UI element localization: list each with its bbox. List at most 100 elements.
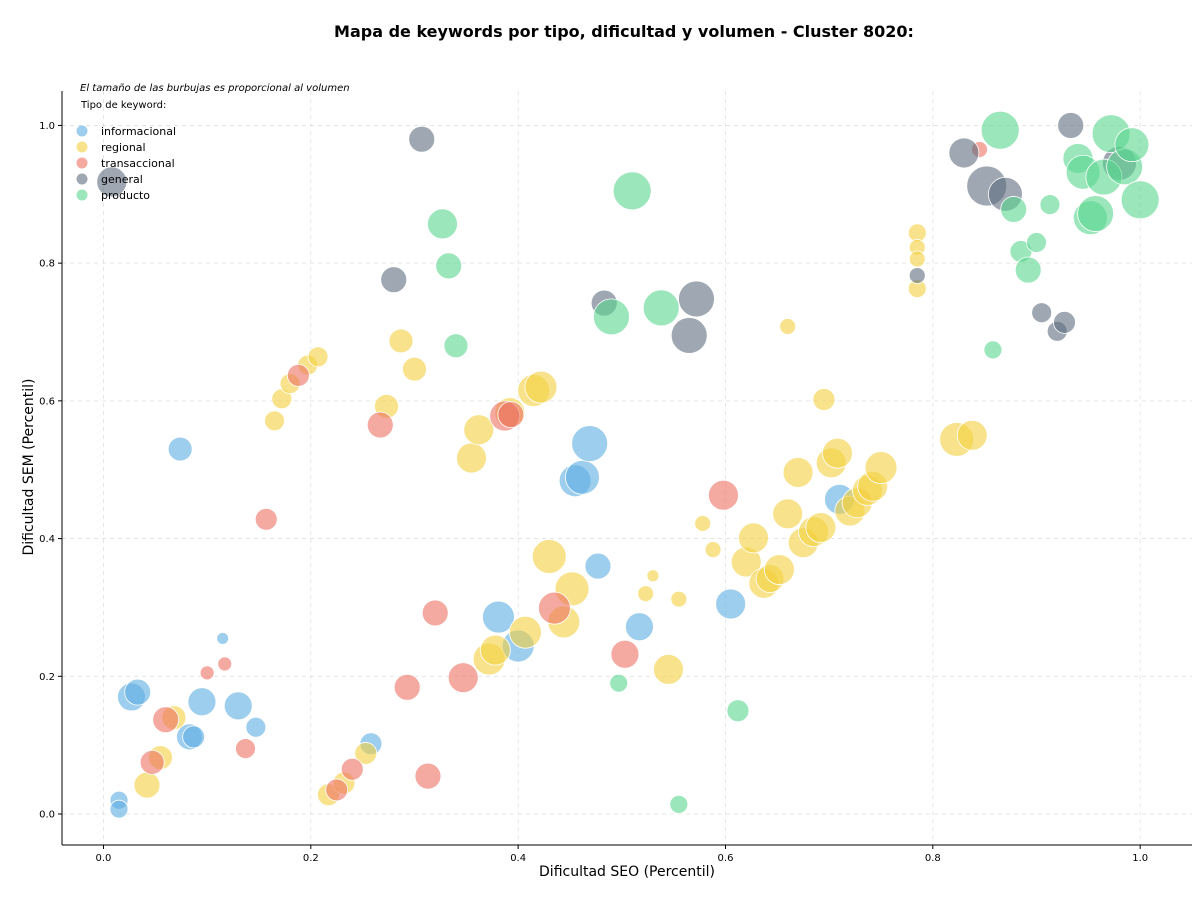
legend-label: producto	[101, 189, 150, 202]
data-point	[1026, 232, 1047, 253]
data-point	[307, 346, 329, 368]
data-point	[393, 673, 421, 701]
data-point	[187, 687, 217, 717]
data-point	[223, 691, 253, 721]
data-point	[642, 289, 680, 327]
x-tick-label: 0.2	[303, 853, 319, 864]
data-point	[715, 588, 747, 620]
data-point	[782, 457, 814, 488]
data-point	[524, 370, 558, 404]
data-point	[531, 539, 567, 574]
legend-marker	[76, 173, 88, 185]
data-point	[1031, 302, 1053, 324]
data-point	[625, 612, 654, 642]
data-point	[708, 479, 739, 511]
data-point	[435, 252, 463, 280]
data-point	[612, 171, 652, 211]
data-point	[139, 749, 165, 775]
size-note: El tamaño de las burbujas es proporciona…	[80, 83, 350, 94]
data-point	[463, 414, 495, 446]
y-tick-label: 0.2	[39, 672, 55, 683]
data-point	[109, 799, 129, 819]
data-point	[609, 673, 629, 693]
data-point	[482, 600, 515, 634]
data-point	[199, 665, 215, 681]
data-point	[1077, 195, 1114, 232]
data-point	[1053, 310, 1076, 334]
data-point	[1120, 180, 1160, 220]
data-point	[380, 266, 408, 294]
data-point	[408, 125, 436, 153]
data-point	[443, 333, 469, 359]
data-point	[124, 678, 152, 706]
data-point	[366, 411, 394, 439]
data-point	[1000, 196, 1028, 223]
data-point	[980, 110, 1020, 150]
data-point	[805, 512, 837, 543]
data-point	[497, 401, 525, 429]
legend: Tipo de keyword: informacional regional tr…	[76, 100, 176, 202]
data-point	[1039, 194, 1061, 216]
legend-label: regional	[101, 141, 146, 154]
series-producto	[427, 110, 1160, 814]
data-point	[565, 459, 600, 495]
data-point	[571, 425, 609, 462]
data-point	[216, 632, 230, 645]
data-point	[325, 778, 349, 802]
data-points	[96, 110, 1160, 819]
x-tick-label: 0.8	[925, 853, 941, 864]
data-point	[1014, 256, 1042, 284]
data-point	[538, 591, 571, 625]
data-point	[479, 634, 511, 666]
data-point	[264, 410, 285, 432]
data-point	[646, 569, 660, 583]
legend-marker	[76, 125, 88, 137]
data-point	[738, 522, 769, 554]
data-point	[694, 515, 712, 532]
chart-title: Mapa de keywords por tipo, dificultad y …	[334, 22, 914, 41]
data-point	[822, 437, 853, 469]
grid	[62, 91, 1192, 845]
data-point	[637, 585, 655, 603]
y-tick-label: 0.8	[39, 259, 55, 270]
data-point	[414, 762, 442, 790]
x-tick-label: 0.0	[96, 853, 112, 864]
data-point	[678, 280, 715, 318]
data-point	[245, 716, 267, 738]
data-point	[908, 267, 926, 284]
data-point	[286, 363, 310, 387]
data-point	[354, 742, 378, 765]
data-point	[779, 318, 797, 335]
x-axis-label: Dificultad SEO (Percentil)	[539, 864, 715, 880]
legend-label: transaccional	[101, 157, 175, 170]
data-point	[182, 725, 206, 749]
data-point	[983, 340, 1003, 360]
data-point	[96, 166, 128, 198]
y-axis-label: Dificultad SEM (Percentil)	[21, 379, 37, 556]
x-tick-label: 0.6	[718, 853, 734, 864]
legend-marker	[76, 189, 88, 201]
data-point	[772, 498, 804, 530]
data-point	[670, 590, 688, 608]
data-point	[254, 507, 278, 531]
y-tick-label: 0.0	[39, 810, 55, 821]
data-point	[388, 328, 414, 354]
data-point	[456, 442, 487, 474]
series-transaccional	[139, 141, 988, 802]
data-point	[908, 250, 926, 268]
x-tick-label: 1.0	[1132, 853, 1148, 864]
y-tick-label: 1.0	[39, 121, 55, 132]
data-point	[235, 738, 256, 759]
data-point	[948, 137, 980, 169]
y-tick-label: 0.4	[39, 534, 55, 545]
data-point	[864, 451, 898, 485]
y-tick-label: 0.6	[39, 396, 55, 407]
tick-labels: 0.0 0.2 0.4 0.6 0.8 1.0 0.0 0.2 0.4 0.6 0.8 1.0	[39, 121, 1148, 864]
data-point	[427, 208, 458, 240]
data-point	[956, 419, 988, 451]
data-point	[670, 317, 708, 354]
data-point	[133, 771, 161, 799]
data-point	[1057, 112, 1085, 139]
data-point	[610, 639, 640, 669]
